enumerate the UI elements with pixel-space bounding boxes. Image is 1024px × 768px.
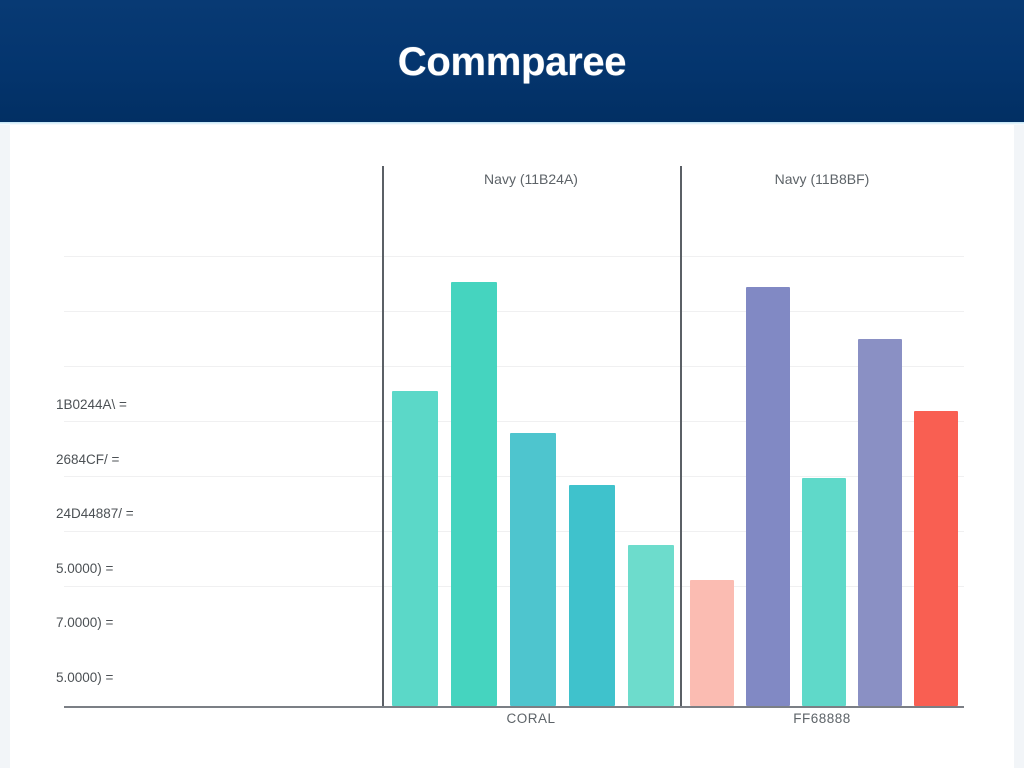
bar[interactable] (690, 579, 734, 706)
bar[interactable] (858, 338, 902, 706)
gridline (64, 311, 964, 312)
y-axis-tick-label: 24D44887/ = (56, 506, 134, 521)
page-title: Commparee (397, 40, 627, 84)
gridline (64, 366, 964, 367)
bar[interactable] (802, 477, 846, 706)
gridline (64, 256, 964, 257)
x-axis-label-coral: CORAL (506, 711, 556, 726)
bar[interactable] (914, 410, 958, 706)
y-axis-tick-label: 5.0000) = (56, 669, 114, 685)
bar[interactable] (568, 485, 615, 706)
title-banner-underline (0, 122, 1024, 125)
bar[interactable] (451, 281, 498, 706)
bar[interactable] (510, 433, 556, 706)
group-header-ff68888: Navy (11B8BF) (774, 171, 870, 187)
gridline (64, 421, 964, 422)
y-axis-tick-label: 2684CF/ = (56, 451, 120, 467)
title-banner: Commparee (0, 0, 1024, 122)
x-axis-baseline (64, 706, 964, 708)
y-axis-tick-labels: 1B0244A\ = 2684CF/ = 24D44887/ = 5.0000) = 7… (0, 150, 134, 710)
bar[interactable] (746, 286, 790, 706)
group-divider-1 (382, 166, 384, 708)
y-axis-tick-label: 5.0000) = (56, 560, 114, 576)
x-axis-label-ff68888: FF68888 (793, 711, 851, 726)
bar-chart: 1B0244A\ = 2684CF/ = 24D44887/ = 5.0000) = 7… (56, 150, 964, 725)
page-edge-left (0, 0, 10, 768)
page-edge-right (1014, 0, 1024, 768)
group-header-coral: Navy (11B24A) (484, 171, 578, 187)
y-axis-tick-label: 1B0244A\ = (56, 397, 127, 412)
bar[interactable] (627, 544, 674, 706)
bar[interactable] (392, 391, 439, 706)
group-divider-2 (680, 166, 682, 708)
y-axis-tick-label: 7.0000) = (56, 615, 114, 630)
